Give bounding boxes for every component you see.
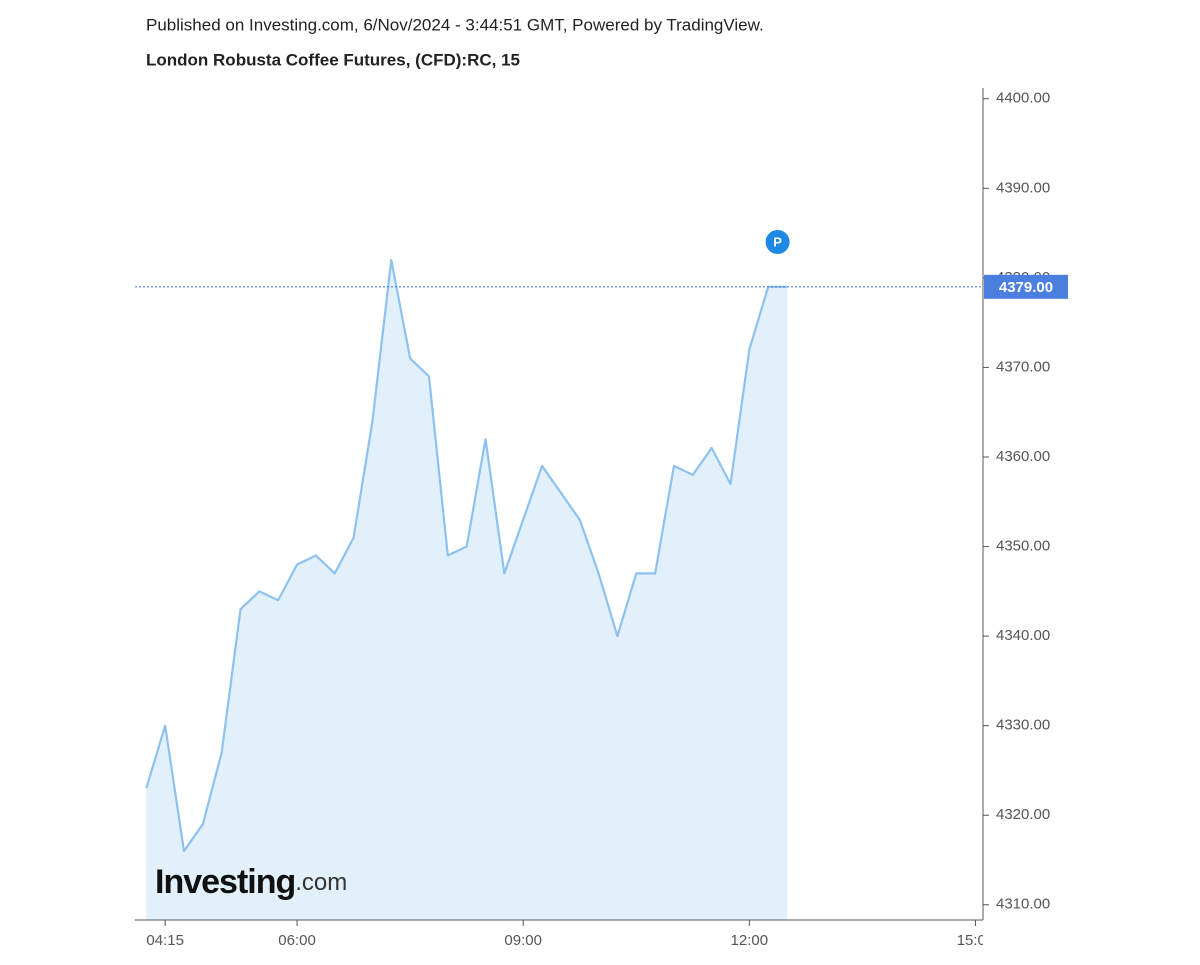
x-tick-label: 04:15 [146, 932, 184, 949]
area-fill [146, 259, 788, 920]
watermark-main: Investing [155, 863, 295, 901]
y-tick-label: 4330.00 [996, 717, 1050, 734]
chart-title: London Robusta Coffee Futures, (CFD):RC,… [146, 50, 520, 69]
y-tick-label: 4350.00 [996, 538, 1050, 555]
x-tick-label: 09:00 [504, 932, 542, 949]
x-ticks: 04:15 06:00 09:00 12:00 15:00 [146, 920, 995, 949]
y-tick-label: 4310.00 [996, 896, 1050, 913]
y-tick-label: 4400.00 [996, 90, 1050, 107]
y-tick-label: 4370.00 [996, 358, 1050, 375]
x-tick-label: 15:00 [957, 932, 995, 949]
y-tick-label: 4390.00 [996, 179, 1050, 196]
y-tick-label: 4320.00 [996, 806, 1050, 823]
marker-p [765, 230, 790, 254]
watermark-suffix: .com [295, 869, 347, 896]
publisher-note: Published on Investing.com, 6/Nov/2024 -… [146, 15, 764, 34]
last-price-badge [984, 274, 1068, 299]
price-line [145, 258, 788, 853]
marker-p-label: P [773, 234, 782, 249]
y-tick-label: 4360.00 [996, 448, 1050, 465]
y-tick-label: 4340.00 [996, 627, 1050, 644]
x-tick-label: 12:00 [731, 932, 769, 949]
last-price-label: 4379.00 [999, 279, 1053, 296]
watermark: Investing.com [155, 863, 347, 901]
x-tick-label: 06:00 [278, 932, 316, 949]
